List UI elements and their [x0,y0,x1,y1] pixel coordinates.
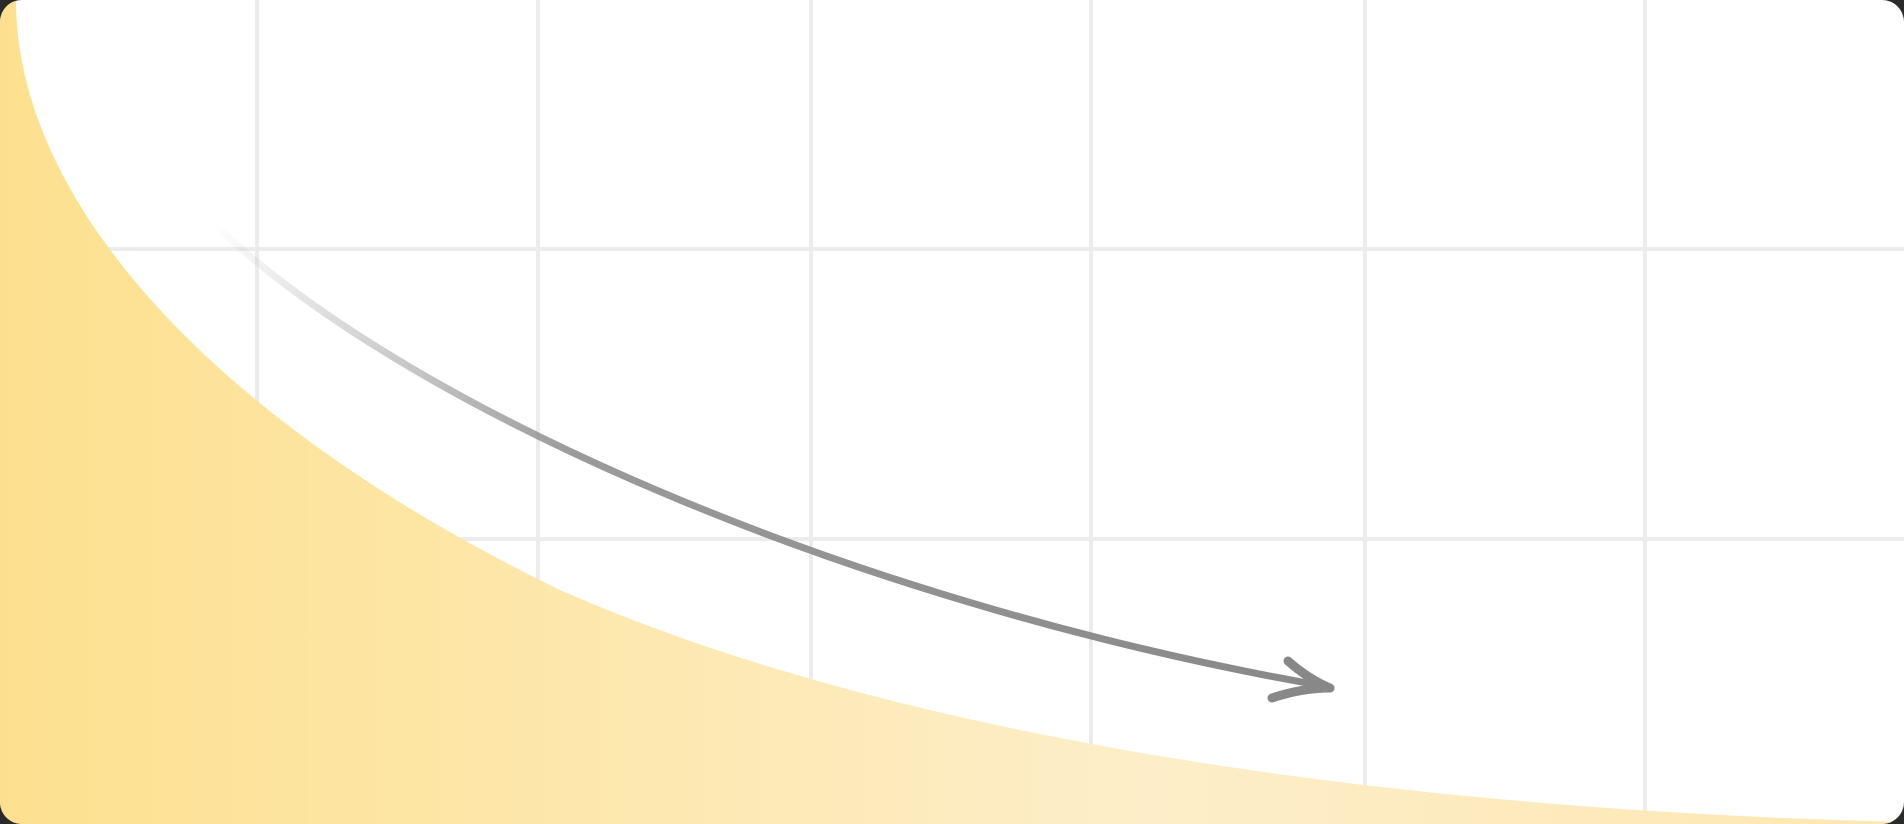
arrow-head-icon [1267,656,1335,703]
curved-arrow [211,221,1334,691]
